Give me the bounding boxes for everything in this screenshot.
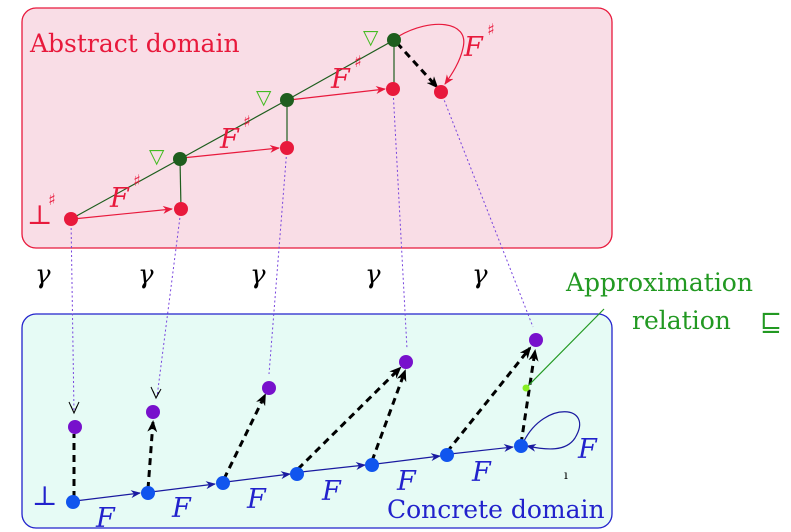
f-sharp-label: F — [219, 124, 240, 155]
abstract-node — [280, 141, 294, 155]
f-label: F — [321, 476, 342, 507]
approximation-label-line2: relation — [632, 306, 731, 335]
f-label: F — [171, 493, 192, 524]
abstract-node — [386, 82, 400, 96]
sharp-symbol: ♯ — [243, 112, 251, 131]
abstract-nodes — [64, 33, 448, 226]
f-label: F — [577, 434, 598, 465]
abstract-domain-title: Abstract domain — [29, 29, 240, 58]
concrete-transfer-arrows — [74, 411, 581, 502]
widening-chain — [70, 39, 395, 220]
approximation-dot — [522, 384, 530, 392]
gamma-point — [399, 355, 413, 369]
concrete-domain-title: Concrete domain — [387, 495, 605, 524]
f-label: F — [246, 484, 267, 515]
concrete-node — [141, 486, 155, 500]
abstract-node — [174, 202, 188, 216]
concrete-node — [290, 467, 304, 481]
concrete-node — [66, 495, 80, 509]
f-label: F — [95, 503, 116, 532]
concrete-node — [440, 448, 454, 462]
approximation-symbol: ⊑ — [760, 308, 782, 338]
widen-node — [173, 152, 187, 166]
widen-symbol: ▽ — [256, 85, 272, 109]
f-label: F — [471, 457, 492, 488]
abstract-bottom-symbol: ⊥ — [27, 200, 52, 231]
gamma-point — [529, 333, 543, 347]
widen-symbol: ▽ — [149, 144, 165, 168]
gamma-label: γ — [250, 260, 266, 290]
gamma-image-points — [68, 333, 543, 434]
widening-symbols: ▽ ▽ ▽ — [149, 25, 379, 168]
approximation-label-line1: Approximation — [565, 268, 753, 297]
concrete-bottom-label: ⊥ — [32, 481, 57, 512]
widen-node — [280, 93, 294, 107]
gamma-label: γ — [35, 260, 51, 290]
concrete-domain-box — [21, 313, 613, 529]
abstract-dashed-arrow — [395, 41, 439, 89]
stray-mark: ı — [564, 468, 568, 482]
gamma-point — [146, 405, 160, 419]
gamma-labels: γ γ γ γ γ — [35, 260, 488, 290]
sharp-symbol: ♯ — [354, 52, 362, 71]
gamma-point — [68, 420, 82, 434]
concrete-node — [216, 476, 230, 490]
gamma-mappings — [70, 88, 534, 413]
abstract-domain-box — [21, 7, 613, 249]
gamma-label: γ — [472, 260, 488, 290]
gamma-label: γ — [365, 260, 381, 290]
f-sharp-label: F — [330, 64, 351, 95]
f-label: F — [396, 466, 417, 497]
abstract-node — [434, 85, 448, 99]
approximation-pointer — [525, 308, 605, 389]
abstract-transfer-arrows — [72, 23, 465, 220]
gamma-arrowheads — [68, 386, 162, 415]
concrete-nodes — [66, 439, 528, 509]
f-sharp-label: F — [109, 183, 130, 214]
concrete-f-labels: F F F F F F F — [95, 434, 598, 532]
widen-node — [387, 33, 401, 47]
concrete-node — [365, 458, 379, 472]
sharp-symbol: ♯ — [48, 190, 56, 209]
gamma-point — [262, 381, 276, 395]
abstract-bottom-label: ⊥ ♯ — [27, 190, 56, 231]
sharp-symbol: ♯ — [133, 171, 141, 190]
concrete-node — [514, 439, 528, 453]
abstract-node — [64, 212, 78, 226]
gamma-label: γ — [138, 260, 154, 290]
abstract-f-sharp-labels: F ♯ F ♯ F ♯ F ♯ — [109, 20, 495, 214]
widen-symbol: ▽ — [363, 25, 379, 49]
sharp-symbol: ♯ — [487, 20, 495, 39]
concrete-dashed-arrows — [72, 346, 539, 498]
f-sharp-label: F — [463, 32, 484, 63]
